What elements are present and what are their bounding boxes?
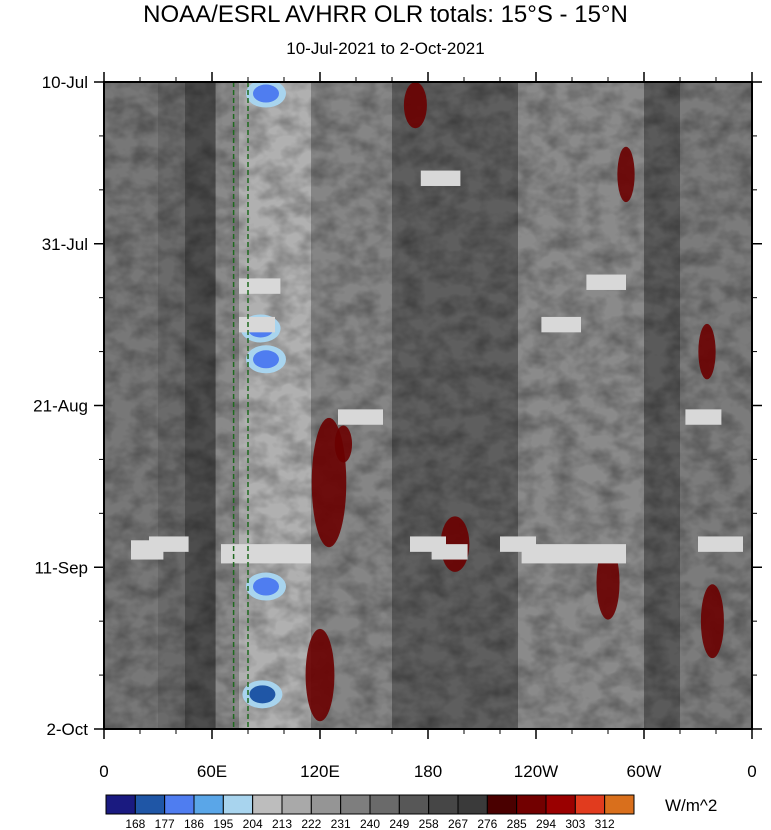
colorbar-swatch bbox=[222, 794, 254, 815]
missing-data-block bbox=[698, 536, 743, 552]
colorbar-label: 276 bbox=[477, 817, 497, 830]
x-tick-label: 60E bbox=[197, 762, 227, 781]
high-olr-patch bbox=[305, 628, 335, 722]
y-tick-label: 2-Oct bbox=[46, 720, 88, 739]
colorbar-swatch bbox=[105, 794, 136, 815]
colorbar-swatch bbox=[281, 794, 312, 815]
colorbar-swatch bbox=[545, 794, 576, 815]
y-tick-label: 31-Jul bbox=[42, 235, 88, 254]
missing-data-block bbox=[521, 544, 626, 564]
y-tick-label: 10-Jul bbox=[42, 73, 88, 92]
chart-subtitle: 10-Jul-2021 to 2-Oct-2021 bbox=[286, 39, 485, 58]
colorbar-label: 186 bbox=[184, 817, 204, 830]
colorbar-swatch bbox=[516, 794, 547, 815]
colorbar-label: 204 bbox=[243, 817, 263, 830]
low-olr-region bbox=[253, 577, 279, 596]
missing-data-block bbox=[338, 409, 383, 425]
colorbar-swatch bbox=[252, 794, 283, 815]
colorbar-swatch bbox=[369, 794, 400, 815]
x-tick-label: 60W bbox=[627, 762, 662, 781]
colorbar-label: 213 bbox=[272, 817, 292, 830]
missing-data-block bbox=[685, 409, 722, 425]
plot-area bbox=[104, 82, 752, 729]
missing-data-block bbox=[431, 544, 468, 560]
high-olr-patch bbox=[698, 323, 716, 380]
olr-texture bbox=[104, 82, 752, 729]
colorbar-label: 177 bbox=[155, 817, 175, 830]
high-olr-patch bbox=[617, 146, 635, 203]
high-olr-patch bbox=[700, 584, 724, 659]
chart-title: NOAA/ESRL AVHRR OLR totals: 15°S - 15°N bbox=[143, 1, 628, 28]
colorbar-swatch bbox=[193, 794, 224, 815]
low-olr-region bbox=[253, 84, 279, 103]
colorbar-swatch bbox=[428, 794, 459, 815]
colorbar-swatch bbox=[457, 794, 488, 815]
missing-data-block bbox=[420, 170, 461, 186]
colorbar: 168 177 186 195 204 213 222 231 240 249 258 267 276 2… bbox=[105, 794, 635, 830]
colorbar-label: 303 bbox=[565, 817, 585, 830]
colorbar-label: 267 bbox=[448, 817, 468, 830]
colorbar-label: 240 bbox=[360, 817, 380, 830]
high-olr-patch bbox=[403, 82, 427, 129]
missing-data-block bbox=[239, 278, 281, 294]
colorbar-swatch bbox=[398, 794, 430, 815]
colorbar-swatch bbox=[310, 794, 342, 815]
colorbar-label: 312 bbox=[595, 817, 615, 830]
colorbar-swatch bbox=[134, 794, 166, 815]
missing-data-block bbox=[149, 536, 189, 552]
x-tick-label: 180 bbox=[414, 762, 442, 781]
colorbar-swatch bbox=[340, 794, 371, 815]
missing-data-block bbox=[239, 316, 275, 333]
colorbar-swatch bbox=[574, 794, 606, 815]
y-tick-label: 21-Aug bbox=[33, 397, 88, 416]
colorbar-label: 195 bbox=[213, 817, 233, 830]
high-olr-patch bbox=[334, 425, 353, 463]
colorbar-swatch bbox=[604, 794, 635, 815]
colorbar-label: 258 bbox=[419, 817, 439, 830]
missing-data-block bbox=[586, 274, 626, 290]
high-olr-patch bbox=[596, 545, 620, 620]
colorbar-label: 222 bbox=[301, 817, 321, 830]
colorbar-units: W/m^2 bbox=[665, 796, 718, 815]
x-tick-label: 0 bbox=[747, 762, 756, 781]
y-tick-label: 11-Sep bbox=[34, 558, 88, 577]
colorbar-label: 294 bbox=[536, 817, 556, 830]
colorbar-swatch bbox=[486, 794, 518, 815]
colorbar-label: 168 bbox=[125, 817, 145, 830]
low-olr-region bbox=[249, 685, 276, 704]
missing-data-block bbox=[541, 316, 581, 333]
colorbar-swatch bbox=[164, 794, 195, 815]
x-tick-label: 0 bbox=[99, 762, 108, 781]
x-tick-label: 120W bbox=[514, 762, 558, 781]
colorbar-label: 231 bbox=[331, 817, 351, 830]
axes: 0 60E 120E 180 120W 60W 0 10-Jul 31-Jul 21-Aug 11-… bbox=[33, 72, 762, 781]
missing-data-block bbox=[221, 544, 311, 564]
colorbar-label: 285 bbox=[507, 817, 527, 830]
x-tick-label: 120E bbox=[300, 762, 340, 781]
low-olr-region bbox=[253, 350, 279, 369]
colorbar-label: 249 bbox=[389, 817, 409, 830]
